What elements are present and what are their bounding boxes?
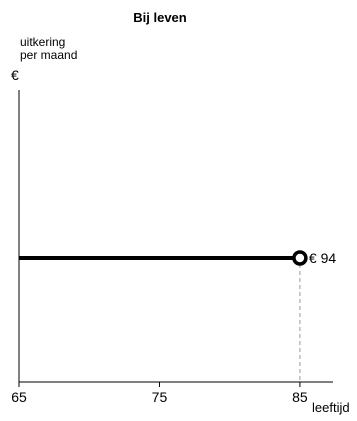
x-axis-label: leeftijd [312,400,350,415]
data-label: € 94 [309,250,336,266]
x-tick-label: 85 [292,389,308,405]
x-ticks: 65 75 85 [11,382,308,405]
end-marker [292,250,308,266]
y-axis-label-line2: per maand [20,48,77,62]
y-axis-label-line1: uitkering [20,35,65,49]
y-axis-unit: € [11,67,19,83]
chart-title: Bij leven [133,10,187,25]
x-tick-label: 65 [11,389,27,405]
x-tick-label: 75 [152,389,168,405]
